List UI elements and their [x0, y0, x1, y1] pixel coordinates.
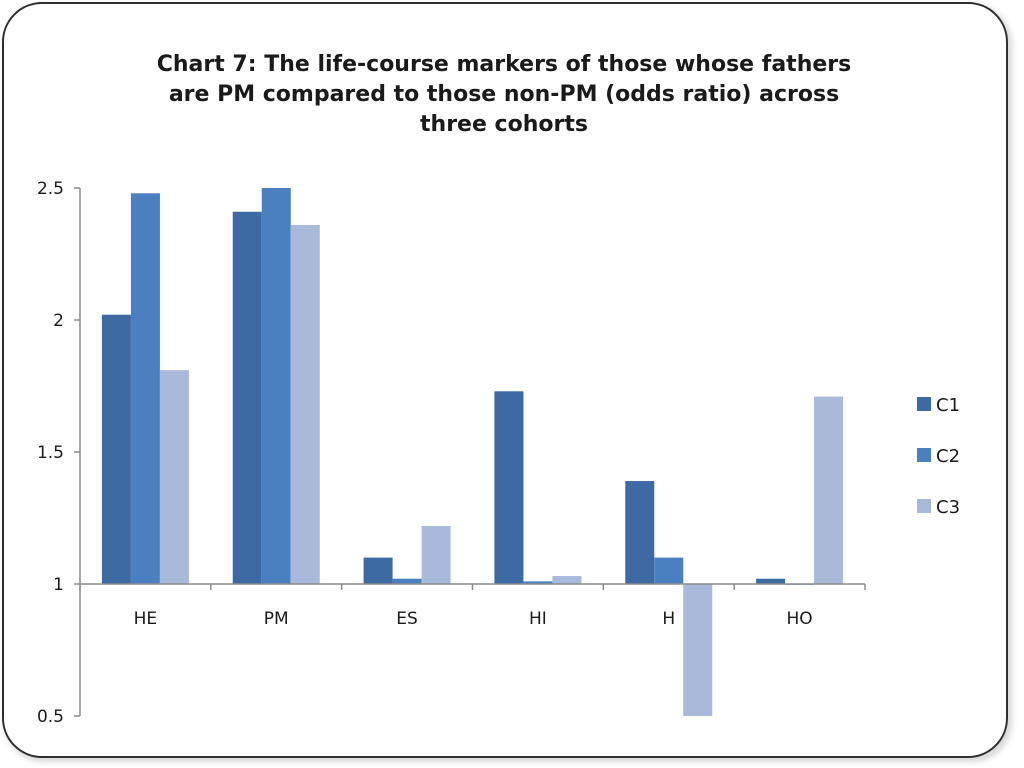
bar-he-c1 — [101, 314, 131, 584]
bar-es-c3 — [421, 525, 451, 584]
bar-hi-c1 — [494, 391, 524, 584]
y-tick-label: 2.5 — [37, 179, 64, 199]
legend-swatch-c1 — [917, 397, 931, 411]
y-tick-label: 1 — [53, 575, 64, 595]
legend: C1 C2 C3 — [917, 395, 960, 518]
bar-es-c2 — [392, 578, 422, 584]
bar-ho-c1 — [756, 578, 786, 584]
x-tick-label: PM — [264, 609, 289, 629]
x-tick-label: HI — [529, 609, 547, 629]
chart-title-line-3: three cohorts — [420, 112, 588, 137]
bar-pm-c3 — [290, 224, 320, 584]
y-tick-label: 1.5 — [37, 443, 64, 463]
y-tick-label: 0.5 — [37, 707, 64, 727]
x-tick-label: H — [662, 609, 675, 629]
bar-pm-c2 — [261, 188, 291, 584]
legend-swatch-c2 — [917, 448, 931, 462]
legend-label-c1: C1 — [936, 395, 960, 416]
chart-title-line-1: Chart 7: The life-course markers of thos… — [156, 52, 852, 77]
bar-ho-c3 — [814, 396, 844, 584]
legend-label-c2: C2 — [936, 446, 960, 467]
x-tick-label: HE — [134, 609, 158, 629]
axes-group: 0.5 1 1.5 2 2.5 HE PM ES HI H HO — [37, 179, 866, 727]
bar-pm-c1 — [232, 211, 262, 584]
bar-h-c2 — [654, 557, 684, 584]
chart-title-line-2: are PM compared to those non-PM (odds ra… — [168, 82, 840, 107]
bar-hi-c2 — [523, 581, 553, 584]
y-tick-label: 2 — [53, 311, 64, 331]
x-tick-label: HO — [786, 609, 812, 629]
bar-es-c1 — [363, 557, 393, 584]
bar-h-c1 — [625, 481, 655, 584]
bar-he-c3 — [159, 370, 189, 584]
chart-title: Chart 7: The life-course markers of thos… — [80, 50, 928, 140]
bar-he-c2 — [130, 193, 160, 584]
legend-label-c3: C3 — [936, 497, 960, 518]
bar-h-c3 — [683, 584, 713, 716]
bars-group — [101, 188, 844, 716]
bar-hi-c3 — [552, 576, 582, 584]
x-tick-label: ES — [396, 609, 418, 629]
legend-swatch-c3 — [917, 499, 931, 513]
